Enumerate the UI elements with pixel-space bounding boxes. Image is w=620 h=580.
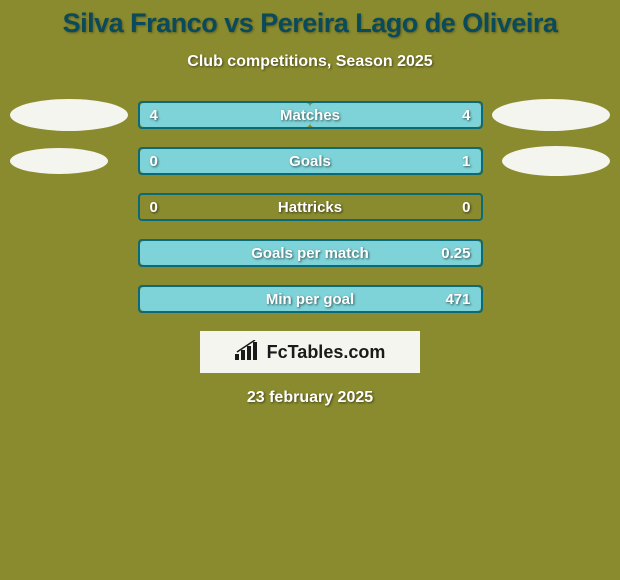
- stat-value-right: 1: [462, 153, 470, 170]
- logo-chart-icon: [235, 340, 261, 365]
- stat-value-right: 4: [462, 107, 470, 124]
- stat-bar: 0.25 Goals per match: [138, 239, 483, 267]
- stat-value-left: 4: [150, 107, 158, 124]
- stat-row: 4 4 Matches: [10, 101, 610, 129]
- stat-bar: 0 1 Goals: [138, 147, 483, 175]
- chart-title: Silva Franco vs Pereira Lago de Oliveira: [0, 0, 620, 39]
- stat-bar: 0 0 Hattricks: [138, 193, 483, 221]
- player-right-ellipse: [492, 99, 610, 131]
- player-left-ellipse: [10, 148, 108, 174]
- logo-text: FcTables.com: [267, 342, 386, 363]
- stat-row: 471 Min per goal: [10, 285, 610, 313]
- stat-label: Goals per match: [251, 245, 369, 262]
- stat-label: Hattricks: [278, 199, 342, 216]
- stat-value-right: 0: [462, 199, 470, 216]
- stat-row: 0 0 Hattricks: [10, 193, 610, 221]
- stat-value-right: 471: [445, 291, 470, 308]
- stat-bar: 471 Min per goal: [138, 285, 483, 313]
- stats-area: 4 4 Matches 0 1 Goals 0 0 Hattricks 0.25 Goals per…: [0, 101, 620, 313]
- stat-value-left: 0: [150, 199, 158, 216]
- stat-label: Min per goal: [266, 291, 354, 308]
- stat-label: Matches: [280, 107, 340, 124]
- stat-row: 0 1 Goals: [10, 147, 610, 175]
- chart-date: 23 february 2025: [0, 389, 620, 407]
- stat-row: 0.25 Goals per match: [10, 239, 610, 267]
- stat-value-left: 0: [150, 153, 158, 170]
- player-right-ellipse: [502, 146, 610, 176]
- logo-box: FcTables.com: [200, 331, 420, 373]
- player-left-ellipse: [10, 99, 128, 131]
- stat-label: Goals: [289, 153, 331, 170]
- comparison-chart: Silva Franco vs Pereira Lago de Oliveira…: [0, 0, 620, 580]
- chart-subtitle: Club competitions, Season 2025: [0, 53, 620, 71]
- stat-bar: 4 4 Matches: [138, 101, 483, 129]
- stat-value-right: 0.25: [441, 245, 470, 262]
